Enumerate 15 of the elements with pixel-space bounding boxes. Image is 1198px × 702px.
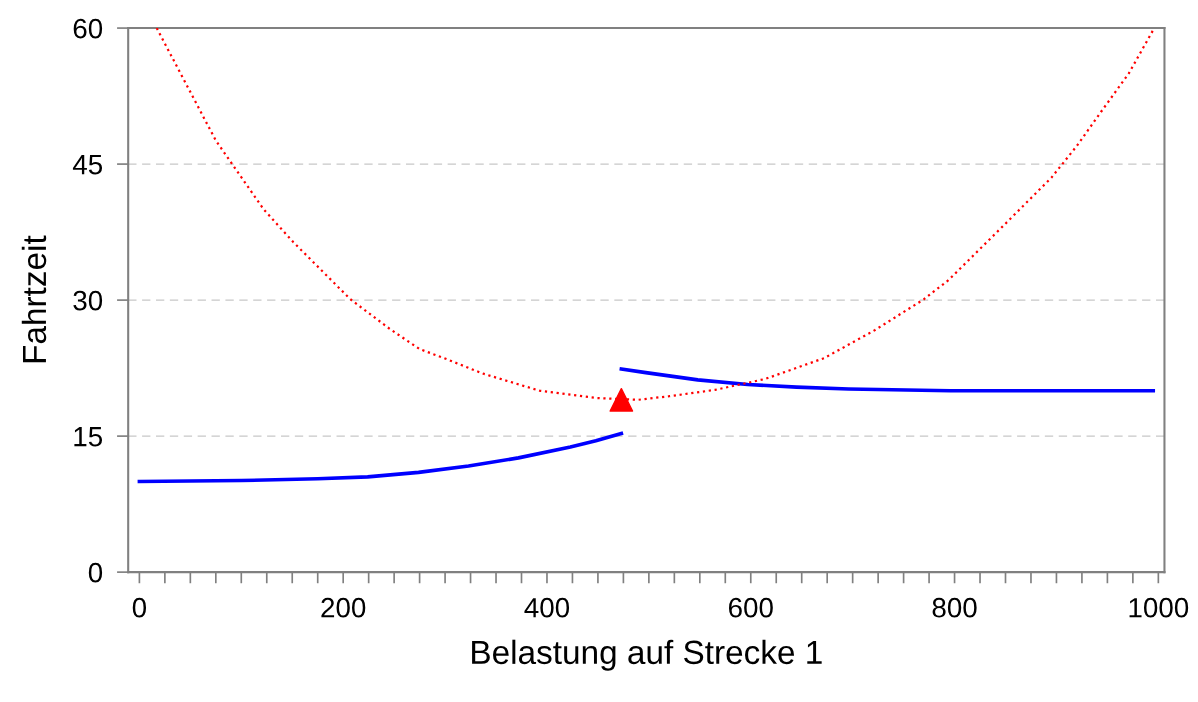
line-series xyxy=(619,367,1156,393)
x-tick-label: 1000 xyxy=(1129,597,1189,618)
y-tick-label: 15 xyxy=(74,427,103,447)
x-tick-label: 200 xyxy=(321,597,366,618)
x-tick-label: 0 xyxy=(132,597,147,618)
y-tick-label: 0 xyxy=(88,562,103,583)
y-axis-title: Fahrtzeit xyxy=(21,235,47,363)
y-tick-label: 30 xyxy=(73,290,103,311)
y-tick-label: 60 xyxy=(73,18,103,39)
x-tick-label: 600 xyxy=(729,597,773,618)
y-tick-label: 45 xyxy=(72,155,103,175)
x-axis-title: Belastung auf Strecke 1 xyxy=(472,639,822,671)
x-tick-label: 800 xyxy=(932,597,977,618)
line-series xyxy=(137,431,624,484)
x-tick-label: 400 xyxy=(524,597,570,618)
